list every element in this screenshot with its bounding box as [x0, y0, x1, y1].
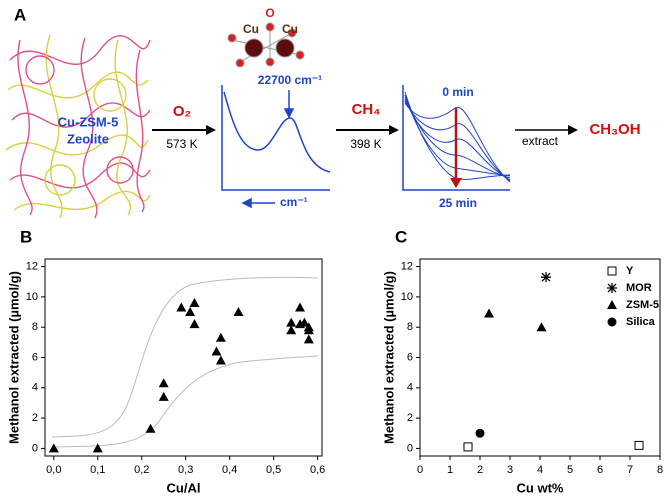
uv-vis-spectrum	[221, 85, 331, 209]
marker	[286, 325, 297, 335]
marker	[176, 302, 187, 312]
peak-label: 22700 cm⁻¹	[258, 73, 322, 87]
x-tick-label: 0,0	[46, 464, 61, 476]
x-tick-label: 1	[447, 464, 453, 476]
reaction-arrow	[336, 125, 399, 135]
x-tick-label: 5	[567, 464, 573, 476]
reagent: O₂	[173, 103, 191, 120]
marker	[303, 325, 314, 335]
marker	[158, 378, 169, 388]
decay-arrow	[450, 108, 462, 188]
x-tick-label: 0,3	[178, 464, 193, 476]
panel-label: C	[395, 227, 407, 246]
atom-label: O	[265, 6, 274, 20]
marker	[484, 308, 494, 318]
time-resolved-spectrum	[402, 85, 511, 191]
marker	[189, 297, 200, 307]
trend-band	[51, 276, 319, 448]
legend-marker	[607, 317, 617, 327]
x-tick-label: 4	[537, 464, 543, 476]
x-tick-label: 7	[627, 464, 633, 476]
x-tick-label: 8	[657, 464, 663, 476]
marker	[303, 334, 314, 344]
marker	[475, 428, 485, 438]
temperature: 573 K	[166, 137, 197, 151]
panel-label: A	[14, 5, 26, 24]
marker	[299, 317, 310, 327]
legend-label: MOR	[626, 282, 652, 294]
cu-o-cu-cluster	[227, 22, 305, 68]
y-tick-label: 0	[407, 442, 413, 454]
y-tick-label: 8	[407, 321, 413, 333]
y-tick-label: 6	[32, 351, 38, 363]
marker	[536, 322, 547, 332]
y-axis-label: Methanol extracted (µmol/g)	[6, 271, 21, 444]
atom-label: Cu	[243, 22, 259, 36]
marker	[48, 443, 59, 453]
marker	[233, 307, 244, 317]
y-tick-label: 6	[407, 351, 413, 363]
x-axis-label: Cu wt%	[517, 480, 564, 495]
marker	[189, 319, 200, 329]
x-tick-label: 0,4	[222, 464, 237, 476]
x-tick-label: 0,5	[266, 464, 281, 476]
y-tick-label: 2	[407, 412, 413, 424]
product: CH₃OH	[589, 121, 640, 138]
time-label: 0 min	[442, 85, 473, 99]
legend-label: Y	[626, 265, 634, 277]
x-tick-label: 3	[507, 464, 513, 476]
x-tick-label: 0,6	[310, 464, 325, 476]
y-tick-label: 10	[401, 291, 413, 303]
y-tick-label: 10	[26, 291, 38, 303]
marker	[211, 346, 222, 356]
x-axis-label: Cu/Al	[167, 480, 201, 495]
marker	[215, 355, 226, 365]
time-label: 25 min	[439, 196, 477, 210]
reagent: CH₄	[352, 101, 381, 118]
marker	[215, 332, 226, 342]
legend-marker	[607, 266, 617, 276]
legend-marker	[607, 283, 617, 293]
y-tick-label: 8	[32, 321, 38, 333]
zeolite-label: Zeolite	[67, 131, 109, 146]
axis-label: cm⁻¹	[280, 195, 308, 209]
plot-frame	[419, 258, 661, 457]
x-tick-label: 6	[597, 464, 603, 476]
legend-label: ZSM-5	[626, 299, 659, 311]
marker	[145, 423, 156, 433]
marker	[286, 317, 297, 327]
x-tick-label: 0,1	[90, 464, 105, 476]
panel-label: B	[20, 227, 32, 246]
marker	[185, 307, 196, 317]
y-axis-label: Methanol extracted (µmol/g)	[381, 271, 396, 444]
marker	[92, 443, 103, 453]
y-tick-label: 4	[407, 382, 413, 394]
marker	[295, 302, 306, 312]
marker	[541, 272, 551, 283]
marker	[158, 391, 169, 401]
marker	[634, 440, 644, 450]
reaction-arrow	[515, 125, 578, 135]
y-tick-label: 2	[32, 412, 38, 424]
y-tick-label: 12	[26, 260, 38, 272]
zeolite-label: Cu-ZSM-5	[58, 114, 119, 129]
x-tick-label: 0,2	[134, 464, 149, 476]
y-tick-label: 4	[32, 382, 38, 394]
zeolite-illustration	[5, 34, 151, 219]
temperature: 398 K	[350, 137, 381, 151]
legend-marker	[607, 300, 617, 309]
step-label: extract	[522, 134, 559, 148]
y-tick-label: 0	[32, 442, 38, 454]
legend-label: Silica	[626, 316, 656, 328]
reaction-arrow	[152, 125, 216, 135]
x-tick-label: 0	[417, 464, 423, 476]
y-tick-label: 12	[401, 260, 413, 272]
marker	[463, 442, 473, 452]
atom-label: Cu	[282, 22, 298, 36]
x-tick-label: 2	[477, 464, 483, 476]
